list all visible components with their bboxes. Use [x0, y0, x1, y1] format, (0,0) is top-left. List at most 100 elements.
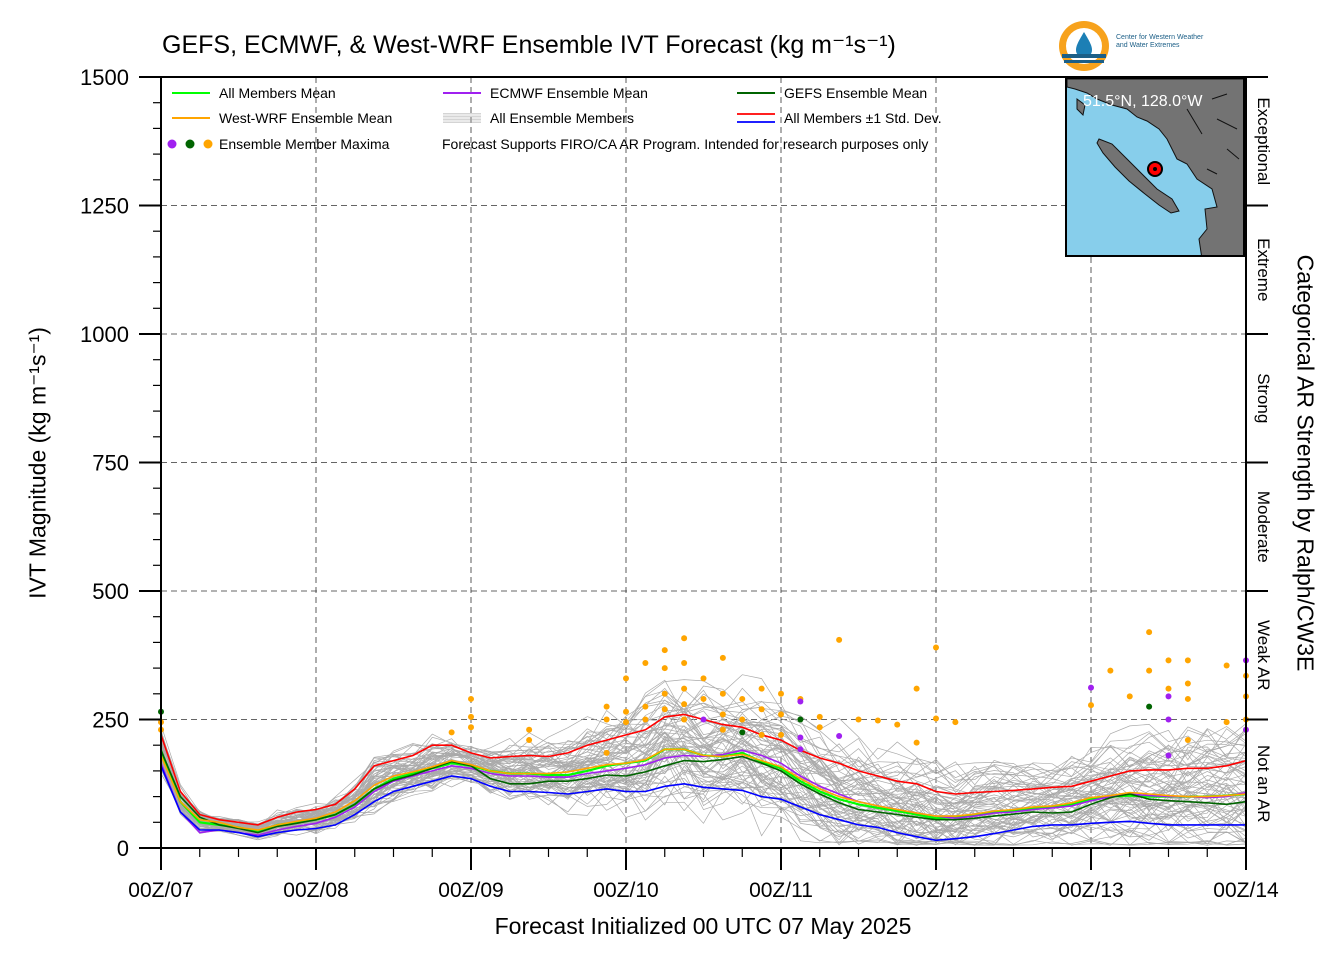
legend-label: All Members Mean	[219, 85, 336, 101]
y-tick-label: 500	[92, 579, 129, 604]
member-maximum-dot	[526, 737, 533, 744]
member-maximum-dot	[739, 695, 746, 702]
member-maximum-dot	[855, 716, 862, 723]
legend-label: GEFS Ensemble Mean	[784, 85, 927, 101]
category-label: Exceptional	[1254, 97, 1273, 185]
series-line-1	[160, 749, 1247, 836]
member-maximum-dot	[719, 711, 726, 718]
member-maximum-dot	[526, 726, 533, 733]
member-maximum-dot	[797, 734, 804, 741]
member-maximum-dot	[1165, 685, 1172, 692]
x-tick-label: 00Z/10	[593, 879, 658, 902]
logo-line-1: Center for Western Weather	[1116, 34, 1204, 41]
member-maximum-dot	[642, 716, 649, 723]
x-tick-label: 00Z/08	[283, 879, 348, 902]
map-image	[1067, 79, 1243, 255]
member-maximum-dot	[1126, 693, 1133, 700]
legend-label: All Members ±1 Std. Dev.	[784, 110, 942, 126]
member-maximum-dot	[1223, 719, 1230, 726]
member-maximum-dot	[1165, 716, 1172, 723]
cw3e-logo: Center for Western Weather and Water Ext…	[1058, 20, 1248, 72]
member-maximum-dot	[661, 706, 668, 713]
member-maximum-dot	[797, 746, 804, 753]
category-label: Strong	[1254, 373, 1273, 423]
x-tick-label: 00Z/11	[749, 879, 813, 902]
ensemble-member-line	[160, 758, 1247, 846]
chart-title: GEFS, ECMWF, & West-WRF Ensemble IVT For…	[162, 31, 896, 59]
member-maximum-dot	[797, 716, 804, 723]
member-maximum-dot	[816, 724, 823, 731]
member-maximum-dot	[758, 706, 765, 713]
x-tick-label: 00Z/12	[903, 879, 968, 902]
member-maximum-dot	[1184, 657, 1191, 664]
member-maximum-dot	[623, 708, 629, 715]
member-maximum-dot	[661, 665, 668, 672]
ensemble-member-line	[160, 723, 1247, 825]
member-maximum-dot	[952, 719, 959, 726]
x-tick-label: 00Z/13	[1058, 879, 1123, 902]
member-maximum-dot	[719, 726, 726, 733]
member-maximum-dot	[468, 695, 474, 702]
member-maximum-dot	[739, 716, 746, 723]
member-maximum-dot	[642, 703, 649, 710]
ensemble-members	[160, 674, 1247, 846]
y-tick-label: 0	[117, 836, 129, 861]
member-maximum-dot	[778, 690, 784, 697]
member-maximum-dot	[700, 675, 707, 682]
legend-label: ECMWF Ensemble Mean	[490, 85, 648, 101]
member-maximum-dot	[913, 685, 920, 692]
ensemble-member-line	[160, 685, 1247, 825]
member-maximum-dot	[1107, 667, 1114, 674]
member-maximum-dot	[836, 636, 843, 643]
location-map-inset: 51.5°N, 128.0°W	[1065, 77, 1245, 257]
member-maximum-dot	[468, 713, 474, 720]
member-maximum-dot	[1146, 703, 1153, 710]
ensemble-member-line	[160, 721, 1247, 836]
member-maximum-dot	[1165, 693, 1172, 700]
member-maximum-dot	[1088, 684, 1094, 691]
member-maximum-dot	[933, 644, 939, 651]
series-line-2	[160, 749, 1247, 834]
member-maximum-dot	[933, 715, 939, 722]
member-maximum-dot	[913, 739, 920, 746]
member-maximum-dot	[1223, 662, 1230, 669]
category-label: Weak AR	[1254, 620, 1273, 691]
y-tick-label: 750	[92, 451, 129, 476]
member-maximum-dot	[836, 732, 843, 739]
member-maximum-dot	[700, 695, 707, 702]
member-maximum-dot	[797, 698, 804, 705]
member-maximum-dot	[681, 685, 688, 692]
category-label: Moderate	[1254, 491, 1273, 563]
legend-label: West-WRF Ensemble Mean	[219, 110, 392, 126]
member-maximum-dot	[468, 724, 474, 731]
member-maximum-dot	[700, 716, 707, 723]
member-maximum-dot	[1146, 667, 1153, 674]
category-label: Not an AR	[1254, 745, 1273, 823]
series-line-3	[160, 748, 1247, 831]
water-drop-icon	[1059, 21, 1109, 71]
y-tick-label: 250	[92, 708, 129, 733]
member-maximum-dot	[816, 713, 823, 720]
member-maximum-dot	[661, 647, 668, 654]
y-tick-label: 1250	[80, 194, 129, 219]
member-maximum-dot	[1184, 695, 1191, 702]
inset-location-label: 51.5°N, 128.0°W	[1083, 93, 1203, 110]
member-maximum-dot	[1165, 657, 1172, 664]
ensemble-member-line	[160, 702, 1247, 827]
logo-line-2: and Water Extremes	[1116, 42, 1180, 49]
ensemble-member-line	[160, 705, 1247, 831]
member-maximum-dot	[603, 703, 610, 710]
legend-label: Ensemble Member Maxima	[219, 136, 390, 152]
member-maximum-dot	[681, 635, 688, 642]
member-maximum-dot	[719, 690, 726, 697]
member-maximum-dot	[661, 690, 668, 697]
member-maximum-dot	[681, 701, 688, 708]
category-label: Extreme	[1254, 238, 1273, 301]
series-line-5	[160, 765, 1246, 842]
member-maximum-dot	[623, 675, 629, 682]
legend-maxima-dot-gefs	[185, 139, 195, 149]
member-maximum-dot	[603, 749, 610, 756]
right-axis-label: Categorical AR Strength by Ralph/CW3E	[1292, 254, 1319, 672]
legend-note: Forecast Supports FIRO/CA AR Program. In…	[442, 136, 928, 152]
